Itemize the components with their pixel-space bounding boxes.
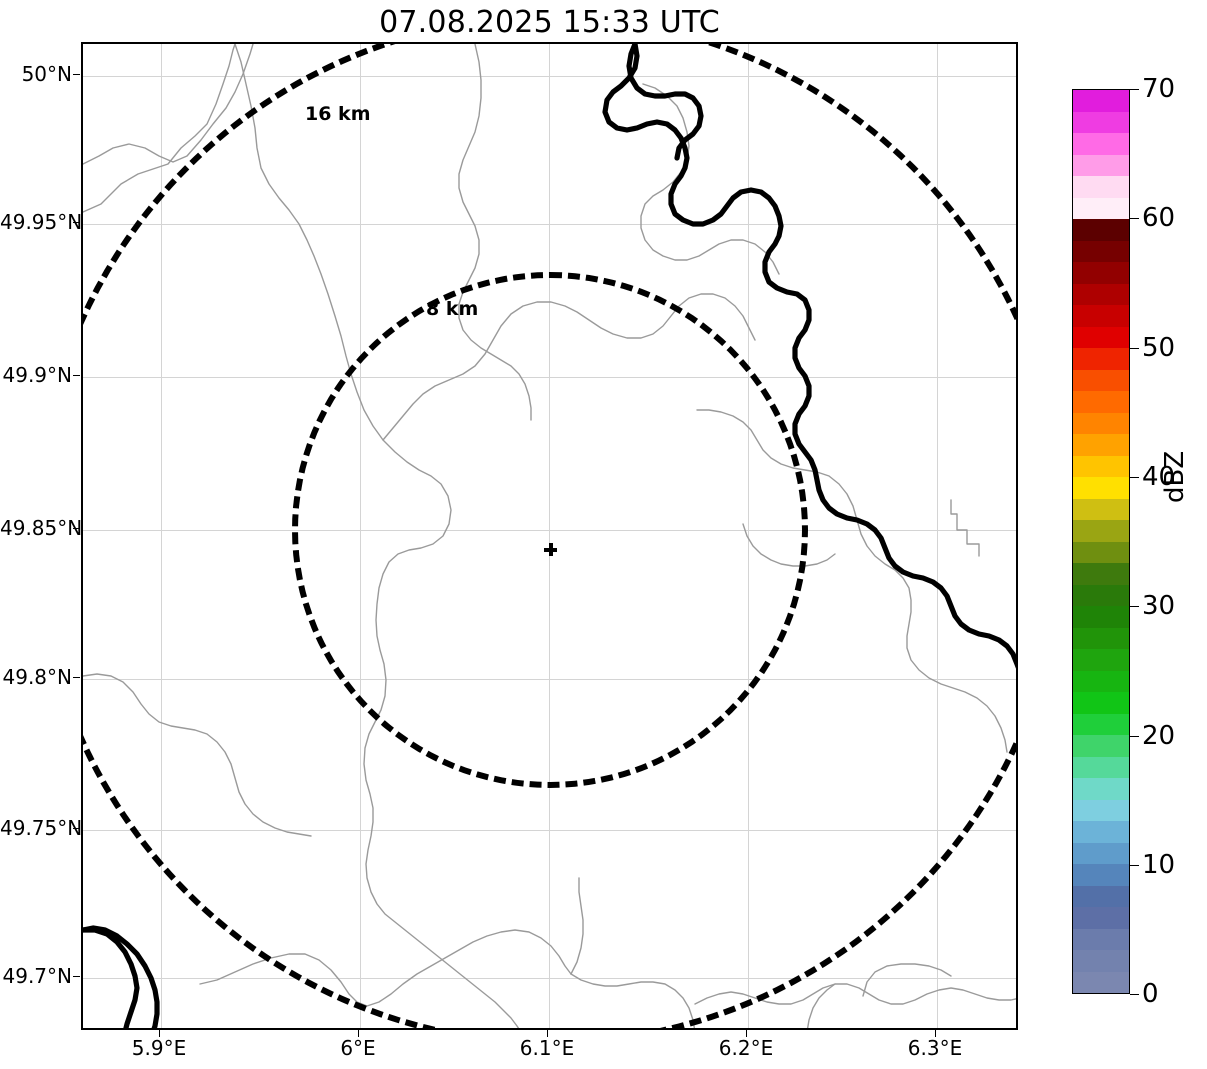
ytick-label-49.7: 49.7°N xyxy=(2,964,73,988)
colorbar-band-27 xyxy=(1073,391,1129,413)
ytick-mark-49.95 xyxy=(73,222,80,223)
cbar-label-20: 20 xyxy=(1142,721,1176,751)
colorbar-band-20 xyxy=(1073,541,1129,563)
colorbar-band-38 xyxy=(1073,154,1129,176)
cbar-label-10: 10 xyxy=(1142,850,1176,880)
cbar-label-0: 0 xyxy=(1142,979,1159,1009)
page-title: 07.08.2025 15:33 UTC xyxy=(379,5,720,40)
colorbar-band-6 xyxy=(1073,842,1129,864)
colorbar-band-18 xyxy=(1073,584,1129,606)
ytick-mark-49.9 xyxy=(73,375,80,376)
cbar-tick-20 xyxy=(1130,736,1139,737)
cbar-label-30: 30 xyxy=(1142,591,1176,621)
colorbar-band-40 xyxy=(1073,111,1129,133)
colorbar-band-13 xyxy=(1073,692,1129,714)
colorbar-band-35 xyxy=(1073,219,1129,241)
colorbar-band-15 xyxy=(1073,649,1129,671)
colorbar-band-3 xyxy=(1073,907,1129,929)
colorbar-band-23 xyxy=(1073,477,1129,499)
colorbar-band-16 xyxy=(1073,627,1129,649)
ytick-label-49.8: 49.8°N xyxy=(2,665,73,689)
colorbar-band-7 xyxy=(1073,821,1129,843)
ytick-mark-50 xyxy=(73,74,80,75)
ytick-mark-49.7 xyxy=(73,976,80,977)
colorbar-band-33 xyxy=(1073,262,1129,284)
cbar-tick-50 xyxy=(1130,348,1139,349)
ytick-mark-49.85 xyxy=(73,528,80,529)
colorbar-axis-label: dBZ xyxy=(1160,450,1190,503)
colorbar-band-22 xyxy=(1073,498,1129,520)
radar-plot-inner: 16 km 8 km xyxy=(83,44,1016,1028)
colorbar-band-10 xyxy=(1073,756,1129,778)
range-ring-16km xyxy=(83,44,1016,1028)
ytick-label-49.85: 49.85°N xyxy=(0,516,83,540)
colorbar-band-37 xyxy=(1073,176,1129,198)
colorbar-band-9 xyxy=(1073,778,1129,800)
colorbar-band-26 xyxy=(1073,412,1129,434)
colorbar-band-24 xyxy=(1073,455,1129,477)
cbar-tick-70 xyxy=(1130,89,1139,90)
xtick-label-6.1: 6.1°E xyxy=(519,1036,575,1060)
cbar-label-60: 60 xyxy=(1142,203,1176,233)
cbar-tick-30 xyxy=(1130,606,1139,607)
ytick-label-49.75: 49.75°N xyxy=(0,816,83,840)
xtick-label-6.2: 6.2°E xyxy=(718,1036,774,1060)
reflectivity-colorbar[interactable] xyxy=(1072,89,1130,994)
colorbar-band-29 xyxy=(1073,348,1129,370)
colorbar-band-32 xyxy=(1073,283,1129,305)
xtick-label-6.0: 6°E xyxy=(340,1036,376,1060)
range-ring-16km-label: 16 km xyxy=(305,103,371,125)
xtick-mark-6.1 xyxy=(547,1030,548,1037)
colorbar-band-19 xyxy=(1073,563,1129,585)
colorbar-band-8 xyxy=(1073,799,1129,821)
colorbar-band-4 xyxy=(1073,885,1129,907)
colorbar-band-11 xyxy=(1073,735,1129,757)
colorbar-band-0 xyxy=(1073,971,1129,993)
xtick-label-6.3: 6.3°E xyxy=(907,1036,963,1060)
colorbar-band-5 xyxy=(1073,864,1129,886)
cbar-label-50: 50 xyxy=(1142,333,1176,363)
colorbar-band-14 xyxy=(1073,670,1129,692)
ytick-mark-49.75 xyxy=(73,828,80,829)
xtick-mark-5.9 xyxy=(159,1030,160,1037)
colorbar-band-12 xyxy=(1073,713,1129,735)
xtick-mark-6.2 xyxy=(746,1030,747,1037)
colorbar-band-28 xyxy=(1073,369,1129,391)
ytick-label-49.95: 49.95°N xyxy=(0,210,83,234)
colorbar-band-34 xyxy=(1073,240,1129,262)
colorbar-band-31 xyxy=(1073,305,1129,327)
ytick-label-49.9: 49.9°N xyxy=(2,363,73,387)
xtick-label-5.9: 5.9°E xyxy=(131,1036,187,1060)
ytick-mark-49.8 xyxy=(73,677,80,678)
colorbar-band-1 xyxy=(1073,950,1129,972)
xtick-mark-6.0 xyxy=(358,1030,359,1037)
cbar-tick-60 xyxy=(1130,218,1139,219)
xtick-mark-6.3 xyxy=(935,1030,936,1037)
colorbar-band-21 xyxy=(1073,520,1129,542)
colorbar-band-39 xyxy=(1073,133,1129,155)
colorbar-band-2 xyxy=(1073,928,1129,950)
cbar-tick-0 xyxy=(1130,994,1139,995)
radar-plot-area[interactable]: 16 km 8 km xyxy=(81,42,1018,1030)
radar-center-cross-icon xyxy=(544,543,557,556)
cbar-label-70: 70 xyxy=(1142,74,1176,104)
colorbar-band-17 xyxy=(1073,606,1129,628)
cbar-tick-10 xyxy=(1130,865,1139,866)
colorbar-band-30 xyxy=(1073,326,1129,348)
colorbar-band-25 xyxy=(1073,434,1129,456)
range-ring-8km-label: 8 km xyxy=(426,298,479,320)
cbar-label-40: 40 xyxy=(1142,462,1176,492)
colorbar-band-41 xyxy=(1073,90,1129,112)
colorbar-band-36 xyxy=(1073,197,1129,219)
cbar-tick-40 xyxy=(1130,477,1139,478)
ytick-label-50: 50°N xyxy=(21,62,72,86)
